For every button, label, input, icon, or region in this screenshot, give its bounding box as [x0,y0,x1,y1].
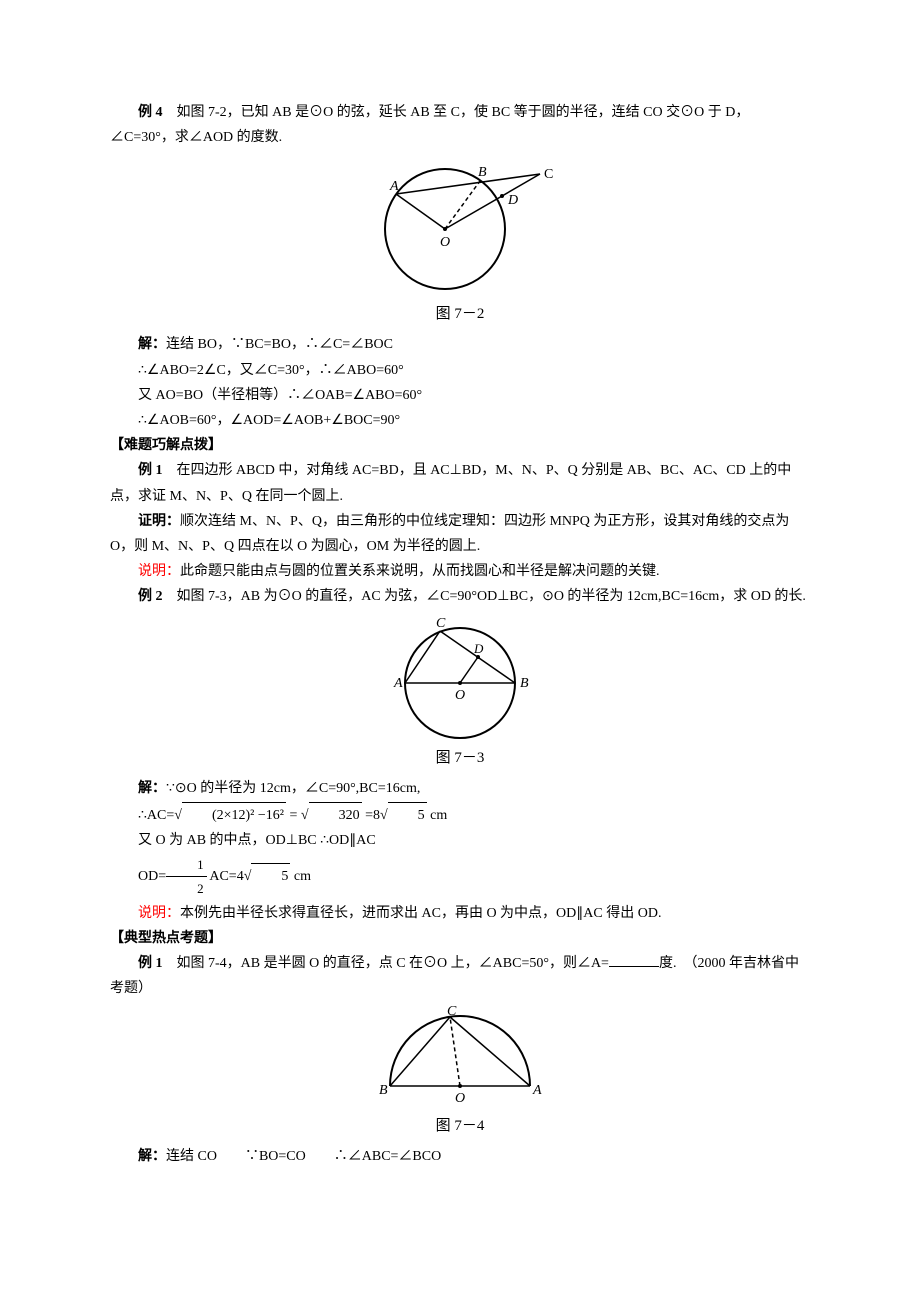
svg-text:B: B [478,165,487,180]
ex4-sol-line3: 又 AO=BO（半径相等）∴∠OAB=∠ABO=60° [110,383,810,408]
hot-section-title: 【典型热点考题】 [110,926,810,951]
svg-text:D: D [507,193,518,208]
hard-ex1-note: 说明：此命题只能由点与圆的位置关系来说明，从而找圆心和半径是解决问题的关键. [110,559,810,584]
figure-7-3: C D A B O 图 7－3 [110,613,810,772]
svg-text:O: O [440,235,450,250]
svg-text:O: O [455,1091,465,1106]
svg-text:C: C [544,167,553,182]
tex1-sol1: 解：连结 CO ∵BO=CO ∴∠ABC=∠BCO [110,1144,810,1169]
hard-ex2: 例 2 如图 7-3，AB 为⊙O 的直径，AC 为弦，∠C=90°OD⊥BC，… [110,584,810,609]
hex2-sol-label: 解： [138,781,166,796]
hex2-sol-ac: ∴AC=√(2×12)² −16² = √320 =8√5 cm [110,802,810,828]
svg-text:O: O [455,688,465,703]
figure-7-4-svg: C B A O [365,1006,555,1111]
figure-7-4-caption: 图 7－4 [110,1113,810,1140]
hot-ex1-label: 例 1 [138,956,163,971]
figure-7-2-svg: A B C D O [360,154,560,299]
svg-text:B: B [379,1083,388,1098]
svg-text:C: C [447,1006,457,1019]
hard-ex1-label: 例 1 [138,463,163,478]
hot-ex1: 例 1 如图 7-4，AB 是半圆 O 的直径，点 C 在⊙O 上，∠ABC=5… [110,951,810,1001]
svg-text:A: A [532,1083,542,1098]
hard-ex1-proof-label: 证明： [138,514,180,529]
example-4-text: 如图 7-2，已知 AB 是⊙O 的弦，延长 AB 至 C，使 BC 等于圆的半… [110,105,749,145]
hard-ex2-label: 例 2 [138,589,163,604]
ex4-sol-label: 解： [138,337,166,352]
hex2-sol3: 又 O 为 AB 的中点，OD⊥BC ∴OD∥AC [110,828,810,853]
figure-7-3-caption: 图 7－3 [110,745,810,772]
figure-7-3-svg: C D A B O [370,613,550,743]
hex2-sol1: 解：∵⊙O 的半径为 12cm，∠C=90°,BC=16cm, [110,776,810,801]
svg-text:D: D [473,641,484,656]
svg-text:A: A [389,179,399,194]
ex4-sol-line1: 解：连结 BO，∵BC=BO，∴∠C=∠BOC [110,332,810,357]
svg-text:B: B [520,676,529,691]
svg-text:C: C [436,616,446,631]
hard-ex2-text: 如图 7-3，AB 为⊙O 的直径，AC 为弦，∠C=90°OD⊥BC，⊙O 的… [163,589,806,604]
hex2-sol-od: OD=12 AC=4√5 cm [110,853,810,901]
hard-ex1-note-label: 说明： [138,564,180,579]
ex4-sol-line4: ∴∠AOB=60°，∠AOD=∠AOB+∠BOC=90° [110,408,810,433]
figure-7-4: C B A O 图 7－4 [110,1006,810,1140]
figure-7-2: A B C D O 图 7－2 [110,154,810,328]
hard-ex1: 例 1 在四边形 ABCD 中，对角线 AC=BD，且 AC⊥BD，M、N、P、… [110,458,810,508]
hard-ex1-proof: 证明：顺次连结 M、N、P、Q，由三角形的中位线定理知：四边形 MNPQ 为正方… [110,509,810,559]
blank-answer [609,952,659,967]
tex1-sol-label: 解： [138,1149,166,1164]
hex2-note-label: 说明： [138,906,180,921]
example-4: 例 4 如图 7-2，已知 AB 是⊙O 的弦，延长 AB 至 C，使 BC 等… [110,100,810,150]
hard-section-title: 【难题巧解点拨】 [110,433,810,458]
svg-text:A: A [393,676,403,691]
figure-7-2-caption: 图 7－2 [110,301,810,328]
hex2-note: 说明：本例先由半径长求得直径长，进而求出 AC，再由 O 为中点，OD∥AC 得… [110,901,810,926]
example-4-label: 例 4 [138,105,163,120]
hard-ex1-text: 在四边形 ABCD 中，对角线 AC=BD，且 AC⊥BD，M、N、P、Q 分别… [110,463,791,503]
ex4-sol-line2: ∴∠ABO=2∠C，又∠C=30°，∴∠ABO=60° [110,358,810,383]
